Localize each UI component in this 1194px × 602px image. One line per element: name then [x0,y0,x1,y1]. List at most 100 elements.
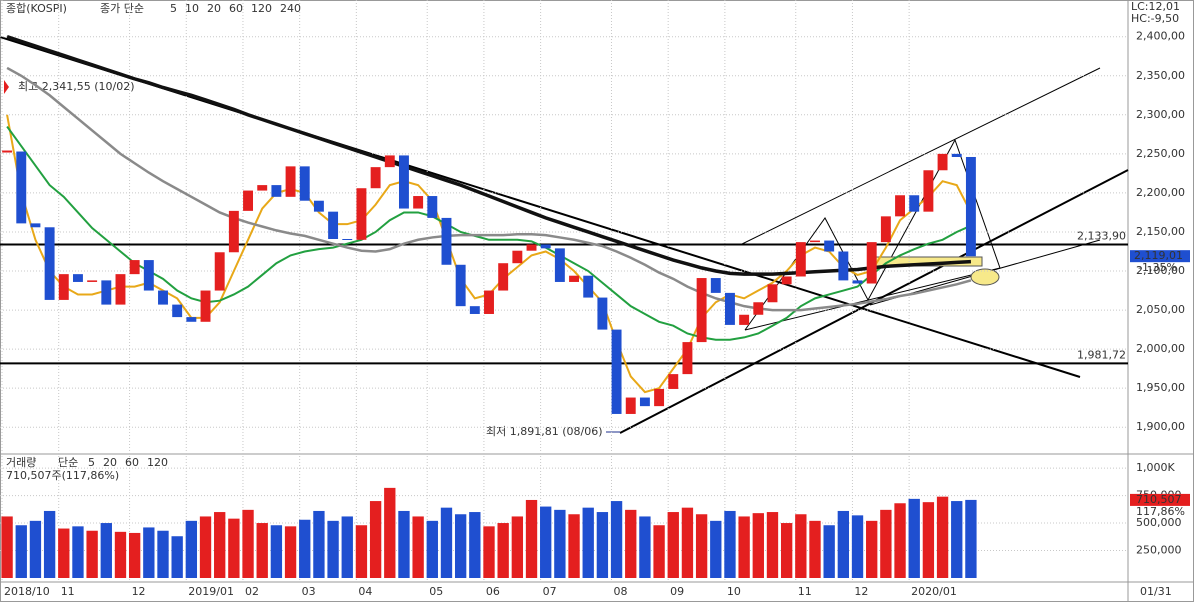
candle [427,196,438,218]
x-tick-label: 05 [429,585,443,598]
volume-bar [214,512,226,578]
volume-bar [610,501,623,578]
candle [965,156,976,257]
candle [923,170,934,212]
candle [937,153,948,171]
x-tick-label: 03 [302,585,316,598]
volume-bar [369,501,382,578]
volume-bar [837,510,850,578]
candle [838,251,849,281]
x-end-label: 01/31 [1140,585,1172,598]
panel-title: 종합(KOSPI) [6,2,67,15]
volume-bar [469,512,481,578]
volume-bar [299,519,311,578]
volume-bar [72,526,84,578]
volume-bar [185,520,198,578]
candle [696,278,707,343]
candle [30,223,41,228]
volume-bar [398,510,410,578]
volume-bar [242,509,254,578]
y-tick-label: 2,250,00 [1136,147,1185,160]
volume-bar [313,510,325,578]
y-tick-label: 500,000 [1136,516,1182,529]
volume-bar [554,509,566,578]
volume-bar [525,499,538,578]
last-volume-box [1130,493,1190,506]
candle [158,290,168,305]
volume-bar [894,503,906,578]
legend-item: 60 [229,2,243,15]
volume-bar [15,525,27,578]
volume-bar [582,507,594,578]
volume-bar [1,516,13,578]
candle [951,153,962,157]
x-tick-label: 07 [543,585,557,598]
legend-item: 240 [280,2,301,15]
candle [243,190,254,211]
x-tick-label: 04 [358,585,372,598]
volume-bar [780,523,793,578]
volume-bar [681,507,694,578]
candle [384,155,395,168]
volume-bar [256,523,268,578]
candle [866,242,877,284]
candle [569,275,580,282]
volume-bar [483,526,495,578]
hline-label: 1,981,72 [1077,348,1126,361]
candle [186,317,197,322]
volume-bar [128,532,141,578]
candle [710,278,721,293]
candle [469,306,480,314]
volume-bar [100,523,112,578]
y-tick-label: 2,000,00 [1136,342,1185,355]
x-tick-label: 2019/01 [188,585,234,598]
candle [16,151,27,224]
volume-bar [936,496,949,578]
candle [413,196,424,209]
volume-bar [866,520,878,578]
candle [87,280,98,282]
candle [44,227,55,300]
trendlines [0,36,1129,434]
y-tick-label: 2,300,00 [1136,108,1185,121]
y-tick-label: 2,400,00 [1136,30,1185,43]
volume-bar [809,520,821,578]
candle [611,329,622,414]
volume-bar [851,515,864,578]
candle [639,397,650,407]
volume-bar [454,514,467,578]
high-label: 최고 2,341,55 (10/02) [18,80,135,93]
legend-item: 20 [103,456,117,469]
volume-bar [58,528,70,578]
candle [328,211,339,239]
x-tick-label: 02 [245,585,259,598]
y-tick-label: 1,000K [1136,461,1175,474]
volume-bar [228,518,240,578]
candle [398,155,409,209]
candle [172,304,183,318]
x-tick-label: 2018/10 [4,585,50,598]
legend-item: 120 [147,456,168,469]
last-price: 2,119,01 [1134,249,1183,262]
x-tick-label: 12 [132,585,146,598]
x-tick-label: 08 [613,585,627,598]
legend-label: 종가 단순 [100,2,144,15]
volume-bar [738,516,750,578]
volume-bar [327,520,339,578]
candle [583,275,594,298]
candle [625,397,636,414]
candle [299,166,310,201]
candle [554,248,565,282]
candle [909,195,920,212]
candle [257,185,268,191]
volume-bar [497,523,509,578]
candle [72,274,83,282]
volume-bar [795,514,807,578]
candle [484,290,494,314]
volume-bar [284,526,297,578]
ma-line [6,125,972,341]
legend-item: 10 [185,2,199,15]
candle [540,244,551,249]
